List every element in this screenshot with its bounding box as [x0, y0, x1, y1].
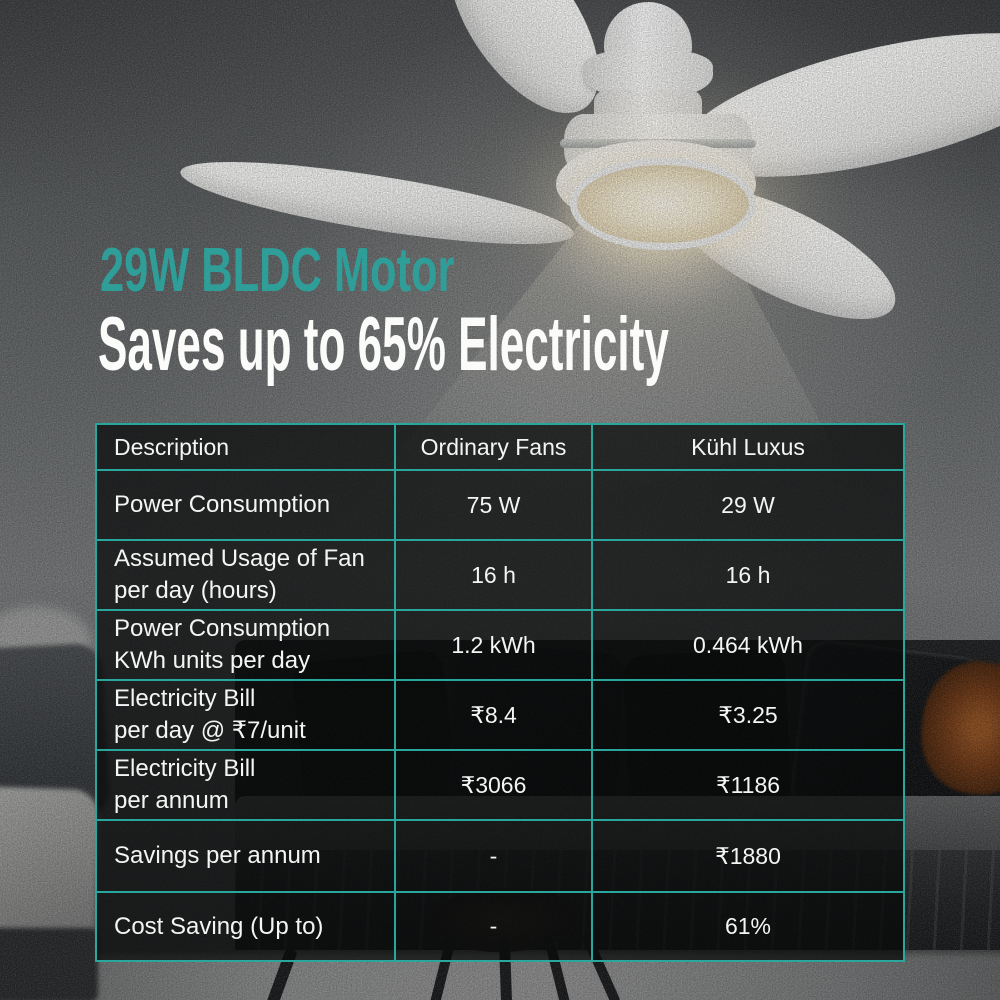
- armchair-base: [0, 928, 98, 1000]
- header-cell-kuhl-luxus: Kühl Luxus: [593, 425, 903, 471]
- fan-led-light: [570, 158, 756, 250]
- cell-ordinary: 1.2 kWh: [396, 611, 593, 681]
- cell-description: Power Consumption KWh units per day: [97, 611, 396, 681]
- cell-ordinary: ₹8.4: [396, 681, 593, 751]
- headline-motor: 29W BLDC Motor: [100, 236, 455, 305]
- cell-kuhl: ₹1880: [593, 821, 903, 893]
- cell-description: Electricity Bill per day @ ₹7/unit: [97, 681, 396, 751]
- cell-description: Electricity Bill per annum: [97, 751, 396, 821]
- cell-ordinary: -: [396, 893, 593, 960]
- cell-kuhl: 29 W: [593, 471, 903, 541]
- cell-kuhl: ₹3.25: [593, 681, 903, 751]
- header-cell-ordinary-fans: Ordinary Fans: [396, 425, 593, 471]
- headline-savings: Saves up to 65% Electricity: [98, 302, 669, 387]
- cell-description: Assumed Usage of Fan per day (hours): [97, 541, 396, 611]
- comparison-table: Description Ordinary Fans Kühl Luxus Pow…: [95, 423, 905, 962]
- cell-ordinary: ₹3066: [396, 751, 593, 821]
- cell-description: Cost Saving (Up to): [97, 893, 396, 960]
- cell-kuhl: 0.464 kWh: [593, 611, 903, 681]
- header-cell-description: Description: [97, 425, 396, 471]
- cell-kuhl: 61%: [593, 893, 903, 960]
- cell-kuhl: 16 h: [593, 541, 903, 611]
- cell-ordinary: 16 h: [396, 541, 593, 611]
- cell-ordinary: 75 W: [396, 471, 593, 541]
- cell-kuhl: ₹1186: [593, 751, 903, 821]
- cell-description: Savings per annum: [97, 821, 396, 893]
- cell-ordinary: -: [396, 821, 593, 893]
- cell-description: Power Consumption: [97, 471, 396, 541]
